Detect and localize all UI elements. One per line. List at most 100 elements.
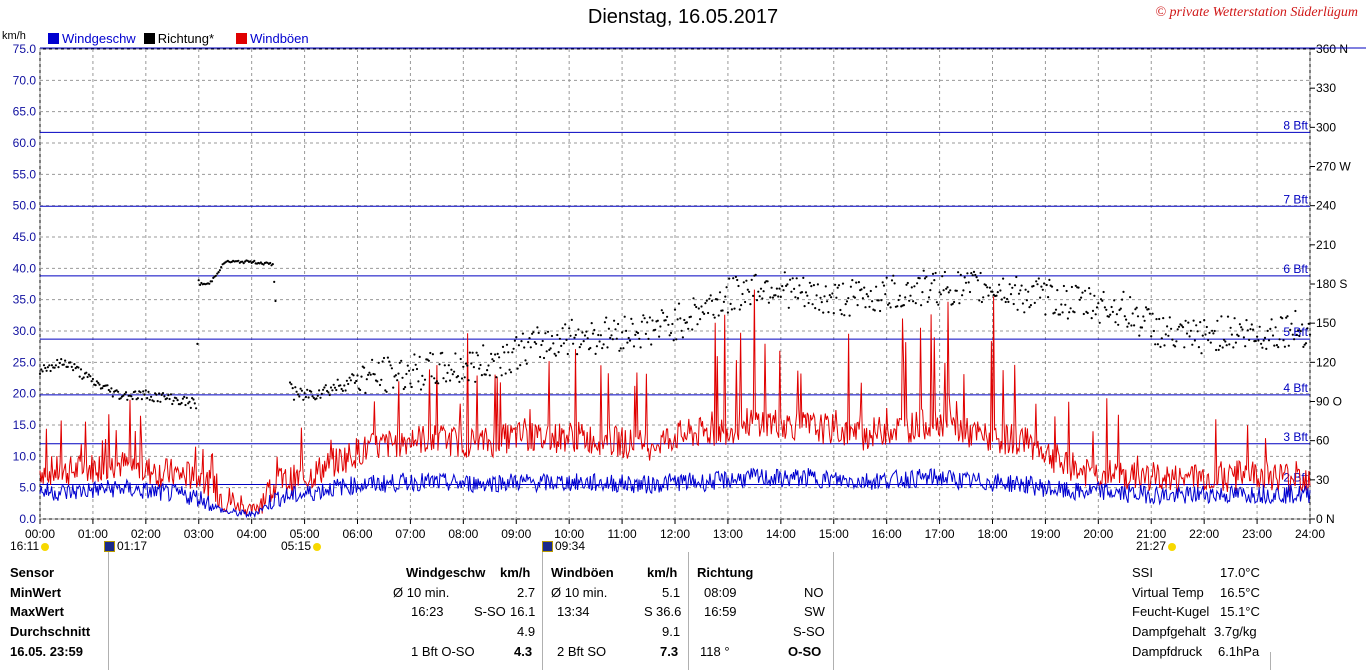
direction-point xyxy=(89,375,92,378)
direction-point xyxy=(1056,289,1059,292)
marker-sunset: 21:27 xyxy=(1136,539,1177,553)
direction-point xyxy=(341,389,344,392)
direction-point xyxy=(478,367,481,370)
legend-label-windboeen: Windböen xyxy=(250,31,309,46)
direction-point xyxy=(595,345,599,348)
direction-point xyxy=(515,336,518,339)
direction-point xyxy=(759,287,763,290)
direction-point xyxy=(578,346,581,349)
direction-point xyxy=(1036,283,1039,286)
direction-point xyxy=(673,308,677,311)
x-tick-label: 21:00 xyxy=(1136,527,1166,541)
direction-point xyxy=(367,373,370,376)
direction-point xyxy=(904,296,907,299)
x-tick-label: 19:00 xyxy=(1030,527,1060,541)
direction-point xyxy=(680,329,683,332)
direction-point xyxy=(713,316,716,319)
direction-point xyxy=(507,351,510,354)
direction-point xyxy=(803,305,806,308)
direction-point xyxy=(1136,315,1140,318)
direction-point xyxy=(82,376,85,379)
direction-point xyxy=(1270,318,1273,321)
direction-point xyxy=(607,327,611,330)
direction-point xyxy=(109,390,112,393)
direction-point xyxy=(1282,339,1285,342)
direction-point xyxy=(1144,306,1148,309)
direction-point xyxy=(365,378,368,381)
direction-point xyxy=(340,387,343,391)
x-tick-label: 12:00 xyxy=(660,527,690,541)
direction-point xyxy=(97,381,100,384)
direction-point xyxy=(943,270,947,274)
direction-point xyxy=(757,290,760,293)
direction-point xyxy=(1197,346,1200,349)
direction-point xyxy=(505,343,509,346)
direction-point xyxy=(197,279,200,282)
y2-tick-label: 210 xyxy=(1316,238,1336,252)
direction-point xyxy=(982,296,985,299)
direction-point xyxy=(1094,313,1097,316)
direction-point xyxy=(1162,317,1165,320)
direction-point xyxy=(95,380,98,383)
direction-point xyxy=(535,342,538,345)
direction-point xyxy=(66,365,69,368)
direction-point xyxy=(368,371,371,374)
direction-point xyxy=(464,362,468,365)
direction-point xyxy=(408,369,411,372)
direction-point xyxy=(761,297,764,300)
extra-value-virtual-temp: 16.5°C xyxy=(1220,585,1260,600)
direction-point xyxy=(1080,296,1083,299)
direction-point xyxy=(333,386,337,389)
direction-point xyxy=(864,306,867,309)
direction-point xyxy=(1074,284,1077,287)
direction-point xyxy=(131,397,134,401)
direction-point xyxy=(721,309,724,312)
direction-point xyxy=(869,289,872,293)
direction-point xyxy=(1177,325,1181,328)
y2-tick-label: 0 N xyxy=(1316,512,1335,526)
direction-point xyxy=(1147,308,1150,311)
direction-point xyxy=(722,300,726,303)
copyright-text: © private Wetterstation Süderlügum xyxy=(1155,5,1358,20)
direction-point xyxy=(521,332,525,335)
direction-point xyxy=(412,368,415,371)
direction-point xyxy=(117,390,120,393)
direction-point xyxy=(437,382,440,385)
direction-point xyxy=(315,397,318,400)
wind-max-time: 16:23 xyxy=(411,604,444,619)
direction-point xyxy=(413,353,416,356)
direction-point xyxy=(539,355,542,359)
direction-point xyxy=(666,315,669,318)
direction-point xyxy=(656,319,659,322)
direction-point xyxy=(1004,300,1007,304)
direction-point xyxy=(396,379,399,382)
gust-max-dir: S xyxy=(644,604,653,619)
direction-point xyxy=(972,270,976,273)
direction-point xyxy=(1089,292,1092,295)
direction-point xyxy=(386,356,389,359)
direction-point xyxy=(974,273,977,277)
direction-point xyxy=(945,287,948,290)
direction-point xyxy=(498,356,501,359)
direction-point xyxy=(823,295,826,298)
direction-point xyxy=(800,291,804,294)
direction-point xyxy=(274,299,277,303)
direction-point xyxy=(307,396,310,399)
beaufort-label: 5 Bft xyxy=(1283,325,1308,339)
direction-point xyxy=(488,374,491,377)
direction-point xyxy=(793,287,796,290)
direction-point xyxy=(922,269,925,272)
direction-point xyxy=(241,260,244,263)
direction-point xyxy=(837,284,841,287)
direction-point xyxy=(310,390,313,393)
direction-point xyxy=(144,389,147,392)
direction-point xyxy=(1261,346,1264,349)
direction-point xyxy=(540,343,543,347)
direction-point xyxy=(966,272,969,275)
direction-point xyxy=(774,294,777,297)
direction-point xyxy=(826,300,829,303)
y-tick-label: 5.0 xyxy=(19,481,36,495)
direction-point xyxy=(347,382,350,386)
sunset-icon xyxy=(1168,542,1177,551)
direction-point xyxy=(1230,333,1233,336)
